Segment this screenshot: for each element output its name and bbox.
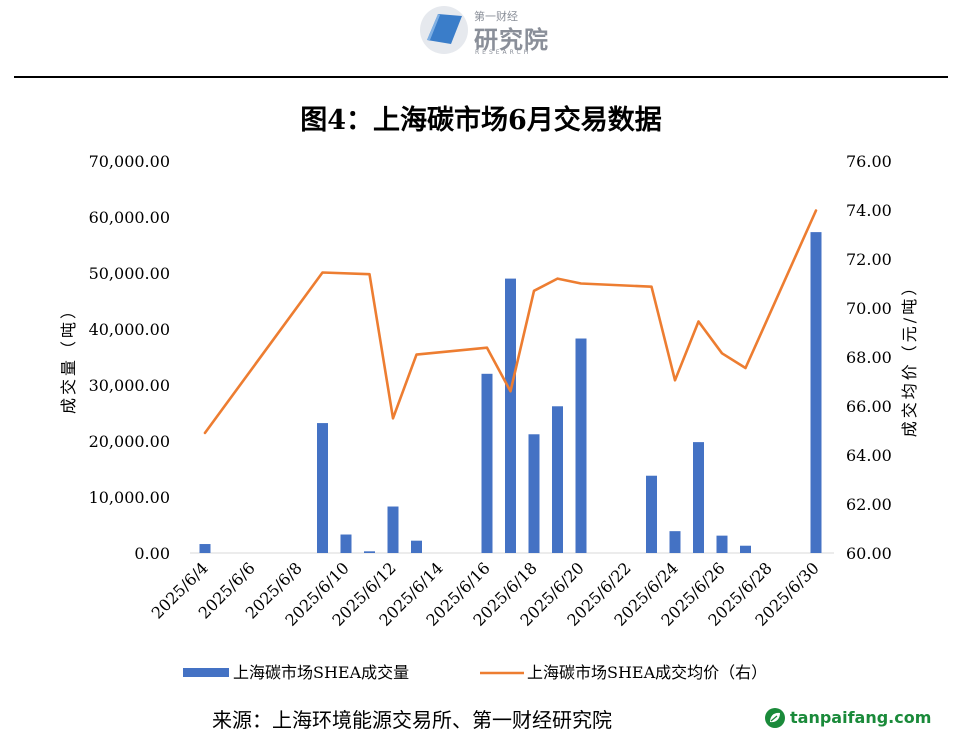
y-tick-label: 60,000.00: [89, 208, 170, 227]
bar: [716, 535, 728, 553]
y2-tick-label: 60.00: [846, 544, 892, 563]
bar: [693, 442, 704, 553]
chart-title: 图4：上海碳市场6月交易数据: [300, 105, 662, 136]
legend-swatch-bar: [183, 668, 229, 677]
y-tick-label: 0.00: [134, 544, 170, 563]
bar: [387, 506, 399, 553]
logo-text-en: RESEARCH: [475, 49, 532, 56]
bar: [552, 406, 563, 553]
y2-tick-label: 76.00: [846, 152, 892, 171]
bar: [669, 531, 681, 553]
bar: [364, 551, 375, 553]
bar: [740, 545, 751, 553]
y-tick-label: 40,000.00: [89, 320, 170, 339]
watermark-text: tanpaifang.com: [790, 708, 932, 727]
bar: [810, 232, 822, 553]
chart-canvas: 0.00 10,000.00 20,000.00 30,000.00 40,000.00…: [59, 152, 919, 682]
logo: 第一财经 研究院 RESEARCH: [418, 4, 553, 60]
bar: [575, 338, 587, 553]
y-tick-label: 70,000.00: [89, 152, 170, 171]
y2-tick-label: 62.00: [846, 495, 892, 514]
price-line: [203, 209, 818, 435]
y-axis-title: 成交量（吨）: [59, 300, 78, 414]
y-tick-label: 10,000.00: [89, 488, 170, 507]
header: 第一财经 研究院 RESEARCH: [0, 0, 962, 80]
header-rule: [14, 76, 948, 78]
bar: [505, 278, 516, 553]
logo-text-small: 第一财经: [474, 10, 518, 23]
y2-tick-label: 72.00: [846, 250, 892, 269]
y2-axis-title: 成交均价（元/吨）: [900, 277, 919, 437]
bar: [340, 534, 352, 553]
bar: [317, 423, 328, 553]
logo-icon: [420, 6, 468, 54]
source-note: 来源：上海环境能源交易所、第一财经研究院: [212, 708, 612, 732]
bar: [411, 540, 422, 553]
bar: [481, 373, 493, 553]
bar: [199, 544, 211, 553]
y-tick-label: 20,000.00: [89, 432, 170, 451]
bar: [646, 475, 657, 553]
y2-tick-label: 70.00: [846, 299, 892, 318]
y2-tick-label: 74.00: [846, 201, 892, 220]
y-tick-label: 50,000.00: [89, 264, 170, 283]
legend-label-bar: 上海碳市场SHEA成交量: [233, 663, 409, 682]
y2-tick-label: 66.00: [846, 397, 892, 416]
leaf-icon: [765, 708, 785, 728]
logo-text-large: 研究院: [474, 26, 549, 54]
legend-label-line: 上海碳市场SHEA成交均价（右）: [527, 663, 767, 682]
y2-tick-label: 68.00: [846, 348, 892, 367]
y-tick-label: 30,000.00: [89, 376, 170, 395]
bar: [528, 434, 540, 553]
y2-tick-label: 64.00: [846, 446, 892, 465]
